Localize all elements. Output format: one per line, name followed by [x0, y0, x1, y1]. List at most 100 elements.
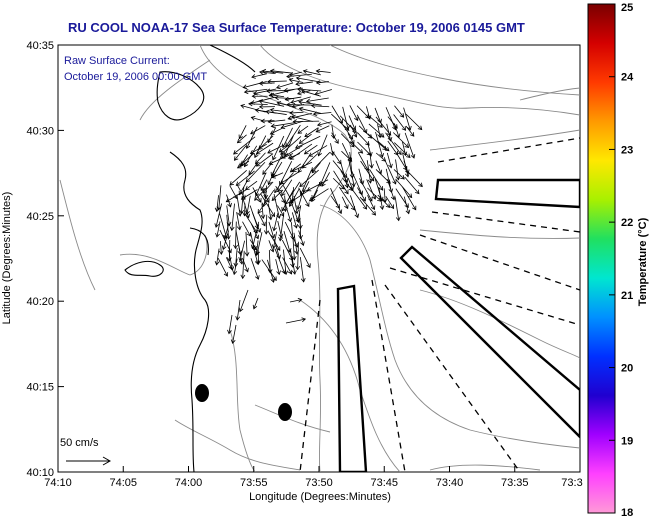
- colorbar-tick-label: 18: [621, 507, 633, 518]
- current-vector: [342, 106, 350, 131]
- current-vector: [297, 90, 311, 96]
- current-vector: [265, 109, 287, 115]
- y-axis-label: Latitude (Degrees:Minutes): [1, 192, 13, 325]
- overlay-line1: Raw Surface Current:: [64, 55, 170, 67]
- current-vector: [291, 239, 297, 261]
- current-vector: [215, 221, 221, 238]
- scale-vector-head: [102, 456, 112, 466]
- current-vector: [314, 89, 332, 96]
- current-vector: [357, 132, 370, 146]
- current-vector: [260, 118, 275, 124]
- current-vector: [267, 230, 281, 251]
- current-vector: [316, 121, 332, 127]
- current-vector: [260, 194, 275, 218]
- current-vector: [404, 132, 416, 159]
- current-vector: [293, 195, 299, 215]
- current-vector: [238, 289, 249, 313]
- current-vector: [267, 203, 273, 221]
- current-vector: [268, 88, 295, 98]
- current-vector: [386, 123, 393, 142]
- current-vector: [261, 259, 277, 282]
- current-vector: [290, 222, 296, 241]
- current-vector: [245, 180, 258, 191]
- current-vector: [262, 181, 274, 194]
- current-vector: [229, 185, 238, 200]
- current-vector: [289, 143, 313, 160]
- current-vector: [304, 127, 319, 138]
- current-vector: [245, 195, 251, 216]
- current-vector: [217, 257, 229, 277]
- current-vector: [269, 68, 293, 74]
- current-vector: [229, 203, 235, 232]
- x-tick-label: 73:50: [305, 477, 333, 489]
- y-tick-label: 40:30: [26, 125, 54, 137]
- current-vector: [271, 189, 284, 201]
- current-vector: [366, 106, 372, 120]
- current-vector: [250, 221, 260, 250]
- current-vector: [350, 141, 364, 154]
- current-vector: [321, 172, 330, 187]
- current-vector: [273, 239, 282, 260]
- current-vector: [333, 170, 349, 195]
- current-vector: [260, 186, 270, 204]
- current-vector: [284, 203, 293, 223]
- current-vector: [251, 73, 268, 79]
- current-vector: [280, 120, 304, 130]
- current-vector: [349, 124, 358, 138]
- current-vector: [369, 152, 374, 169]
- current-vector: [218, 241, 224, 255]
- current-vector: [267, 259, 276, 283]
- current-vector: [263, 214, 269, 235]
- current-vector: [310, 152, 331, 172]
- x-tick-label: 73:35: [501, 477, 529, 489]
- current-vector: [377, 124, 382, 139]
- current-vector: [214, 195, 220, 213]
- current-vector: [292, 119, 320, 124]
- current-vector: [299, 169, 312, 196]
- current-vector: [277, 172, 294, 193]
- map-title: RU COOL NOAA-17 Sea Surface Temperature:…: [68, 20, 525, 35]
- current-vector: [274, 248, 286, 275]
- current-vector: [276, 82, 294, 90]
- current-vector: [244, 231, 250, 257]
- current-vector: [290, 187, 295, 204]
- current-vector: [351, 170, 364, 196]
- current-vector: [285, 317, 307, 324]
- current-vector: [291, 114, 313, 122]
- current-vector: [401, 141, 408, 157]
- current-vector: [240, 152, 255, 166]
- current-vector: [394, 197, 401, 222]
- current-vector: [315, 125, 330, 133]
- current-vector: [317, 134, 328, 157]
- current-vectors: [214, 68, 423, 344]
- shipping-lanes: [336, 178, 580, 472]
- current-vector: [358, 125, 373, 139]
- x-axis: 74:10 74:05 74:00 73:55 73:50 73:45 73:40 73:35…: [44, 466, 583, 489]
- x-tick-label: 74:10: [44, 477, 72, 489]
- current-vector: [367, 133, 387, 151]
- current-vector: [367, 114, 383, 128]
- current-vector: [301, 153, 318, 169]
- y-tick-label: 40:15: [26, 382, 54, 394]
- current-vector: [403, 196, 411, 215]
- current-vector: [331, 132, 339, 144]
- current-vector: [254, 240, 259, 257]
- current-vector: [289, 297, 303, 303]
- current-vector: [367, 195, 376, 211]
- current-vector: [393, 169, 405, 180]
- current-vector: [350, 186, 368, 210]
- overlay-line2: October 19, 2006 00:00 GMT: [64, 71, 207, 83]
- colorbar: [587, 3, 616, 514]
- current-vector: [251, 93, 268, 99]
- current-vector: [281, 179, 293, 197]
- current-vector: [260, 203, 266, 220]
- current-vector: [315, 80, 329, 85]
- current-vector: [268, 153, 294, 166]
- current-vector: [236, 211, 242, 231]
- current-vector: [280, 145, 303, 159]
- colorbar-tick-label: 22: [621, 217, 633, 229]
- current-vector: [377, 140, 390, 152]
- current-vector: [298, 133, 312, 144]
- current-vector: [382, 188, 388, 203]
- coastline: [124, 45, 256, 472]
